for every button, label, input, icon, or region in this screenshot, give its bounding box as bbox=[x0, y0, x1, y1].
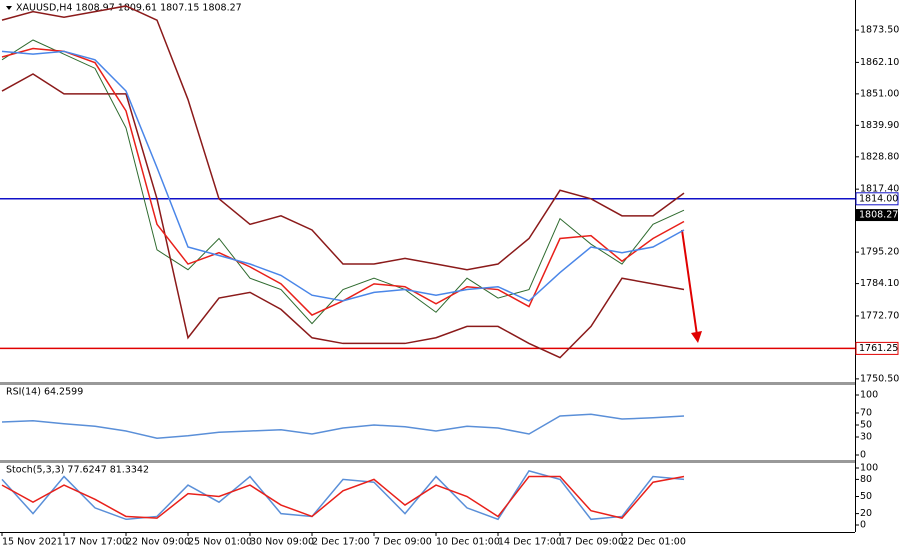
y-tick-label: 70 bbox=[860, 408, 872, 419]
y-tick-label: 1817.40 bbox=[860, 184, 899, 195]
level-label-box bbox=[855, 192, 899, 206]
indicator-title: Stoch(5,3,3) 77.6247 81.3342 bbox=[6, 465, 149, 476]
x-tick-label: 22 Dec 01:00 bbox=[622, 537, 686, 548]
y-tick-label: 50 bbox=[860, 491, 872, 502]
x-tick-label: 17 Dec 09:00 bbox=[560, 537, 624, 548]
level-label: 1761.25 bbox=[859, 343, 898, 354]
x-tick-label: 25 Nov 01:00 bbox=[188, 537, 252, 548]
y-tick-label: 1795.20 bbox=[860, 247, 899, 258]
arrow-head bbox=[691, 331, 702, 343]
panel-separator bbox=[0, 460, 855, 463]
y-tick-label: 1851.00 bbox=[860, 88, 899, 99]
current-price-label: 1808.27 bbox=[859, 210, 898, 221]
y-tick-label: 100 bbox=[860, 390, 878, 401]
y-tick-label: 0 bbox=[860, 520, 866, 531]
y-tick-label: 0 bbox=[860, 450, 866, 461]
current-price-box bbox=[856, 209, 898, 222]
menu-triangle[interactable] bbox=[6, 6, 12, 10]
x-tick-label: 22 Nov 09:00 bbox=[126, 537, 190, 548]
x-tick-label: 10 Dec 01:00 bbox=[436, 537, 500, 548]
level-label-box bbox=[855, 341, 899, 355]
x-tick-label: 7 Dec 09:00 bbox=[374, 537, 432, 548]
arrow bbox=[681, 229, 698, 336]
indicator-title: RSI(14) 64.2599 bbox=[6, 387, 83, 398]
y-tick-label: 80 bbox=[860, 474, 872, 485]
x-tick-label: 14 Dec 17:00 bbox=[498, 537, 562, 548]
series-line bbox=[1, 413, 685, 439]
series-line bbox=[1, 5, 685, 271]
series-line bbox=[1, 50, 685, 302]
series-line bbox=[1, 469, 685, 521]
x-tick-label: 15 Nov 2021 bbox=[2, 537, 63, 548]
series-line bbox=[1, 475, 685, 519]
y-tick-label: 1828.80 bbox=[860, 151, 899, 162]
x-tick-label: 17 Nov 17:00 bbox=[64, 537, 128, 548]
y-tick-label: 1873.50 bbox=[860, 25, 899, 36]
y-tick-label: 1750.50 bbox=[860, 373, 899, 384]
y-tick-label: 1772.70 bbox=[860, 310, 899, 321]
y-tick-label: 20 bbox=[860, 508, 872, 519]
y-tick-label: 1862.10 bbox=[860, 57, 899, 68]
y-tick-label: 1784.10 bbox=[860, 278, 899, 289]
x-tick-label: 2 Dec 17:00 bbox=[312, 537, 370, 548]
panel-separator bbox=[0, 382, 855, 385]
y-tick-label: 100 bbox=[860, 463, 878, 474]
y-tick-label: 50 bbox=[860, 420, 872, 431]
y-tick-label: 30 bbox=[860, 432, 872, 443]
level-label: 1814.00 bbox=[859, 193, 898, 204]
series-line bbox=[1, 39, 685, 325]
x-tick-label: 30 Nov 09:00 bbox=[250, 537, 314, 548]
y-tick-label: 1839.90 bbox=[860, 120, 899, 131]
